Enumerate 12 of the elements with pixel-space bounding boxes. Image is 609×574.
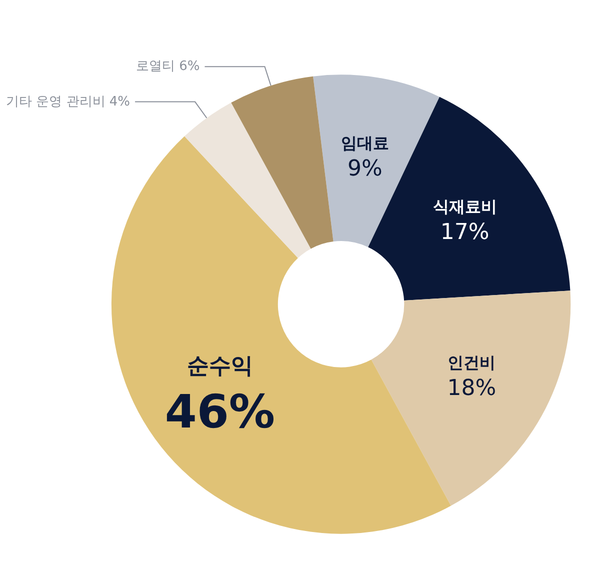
data-label: 46% [164, 384, 275, 439]
data-label: 9% [347, 156, 382, 182]
data-label: 4% [109, 94, 130, 110]
slice-label: 인건비 [448, 353, 496, 372]
slice-label: 순수익 [186, 354, 253, 380]
slice-label: 임대료 [340, 133, 389, 152]
slice-label: 식재료비 [432, 197, 497, 216]
data-label: 18% [447, 376, 496, 402]
slice-label: 로열티 [136, 59, 180, 74]
data-label: 6% [179, 59, 200, 74]
data-label: 17% [440, 220, 490, 246]
slice-label: 기타 운영 관리비 [6, 94, 110, 110]
